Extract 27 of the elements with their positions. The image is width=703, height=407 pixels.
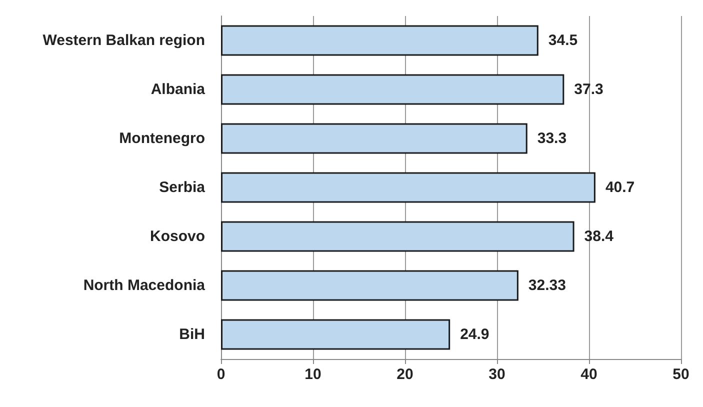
x-tick-label: 0: [216, 366, 226, 383]
y-tick-label: Kosovo: [150, 228, 205, 245]
bar: [221, 123, 528, 154]
y-tick-label: Montenegro: [119, 130, 205, 147]
bar: [221, 270, 518, 301]
x-tick-label: 10: [304, 366, 322, 383]
y-tick-label: North Macedonia: [83, 277, 206, 294]
bar: [221, 25, 538, 56]
bar: [221, 319, 450, 350]
y-tick-label: Serbia: [159, 179, 206, 196]
data-label: 40.7: [605, 179, 635, 196]
x-tick-label: 30: [488, 366, 506, 383]
data-label: 37.3: [574, 81, 604, 98]
bar: [221, 74, 564, 105]
bar: [221, 172, 596, 203]
x-tick-label: 40: [580, 366, 598, 383]
data-label: 32.33: [528, 277, 566, 294]
y-tick-label: Western Balkan region: [42, 32, 205, 49]
data-label: 34.5: [548, 32, 578, 49]
data-label: 33.3: [537, 130, 567, 147]
data-label: 24.9: [460, 326, 490, 343]
x-tick-label: 50: [672, 366, 690, 383]
bar: [221, 221, 574, 252]
y-tick-label: Albania: [150, 81, 206, 98]
x-tick-label: 20: [396, 366, 414, 383]
data-label: 38.4: [584, 228, 614, 245]
y-tick-label: BiH: [179, 326, 205, 343]
